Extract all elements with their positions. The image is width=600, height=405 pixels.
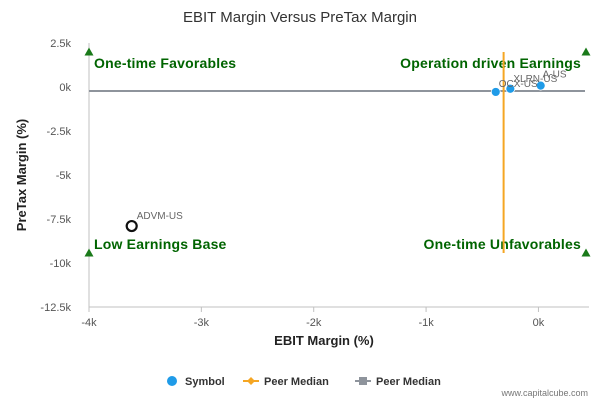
y-axis-title: PreTax Margin (%) (14, 119, 29, 231)
y-tick-label: -7.5k (47, 214, 72, 226)
data-point-ocx-us (490, 87, 501, 97)
y-tick-label: -12.5k (40, 302, 71, 314)
quadrant-label-bottom-right: One-time Unfavorables (424, 236, 581, 252)
legend-marker-peer-median-y (359, 377, 367, 385)
data-label-xlrn-us: XLRN-US (513, 74, 557, 85)
legend-label-2: Peer Median (376, 376, 441, 388)
quadrant-label-top-right: Operation driven Earnings (400, 55, 581, 71)
quadrant-marker-top-right (581, 47, 591, 56)
legend-label-0: Symbol (185, 376, 225, 388)
data-point-xlrn-us (505, 83, 516, 94)
x-tick-label: -1k (418, 317, 434, 329)
legend-marker-symbol (167, 376, 177, 386)
quadrant-marker-bottom-left (84, 248, 94, 257)
legend-marker-peer-median-x (247, 377, 255, 385)
data-point-a-us (535, 80, 546, 91)
data-label-ocx-us: OCX-US (499, 79, 538, 90)
chart-title: EBIT Margin Versus PreTax Margin (183, 9, 417, 26)
legend-label-1: Peer Median (264, 376, 329, 388)
y-tick-label: 2.5k (50, 38, 71, 50)
x-tick-label: -3k (194, 317, 210, 329)
y-tick-label: -5k (56, 170, 72, 182)
axes: -4k -3k -2k -1k 0k 2.5k 0k -2.5k -5k -7.5k -10k -12… (14, 38, 589, 348)
data-label-a-us: A-US (543, 70, 567, 81)
x-axis-title: EBIT Margin (%) (274, 333, 374, 348)
plot-area: One-time Favorables Operation driven Earn… (84, 47, 591, 257)
legend: Symbol Peer Median Peer Median (167, 376, 441, 388)
quadrant-marker-top-left (84, 47, 94, 56)
y-tick-label: -2.5k (47, 126, 72, 138)
quadrant-label-bottom-left: Low Earnings Base (94, 236, 227, 252)
y-tick-label: -10k (50, 258, 72, 270)
quadrant-marker-bottom-right (581, 248, 591, 257)
data-point-advm-us (125, 219, 138, 233)
x-tick-label: -4k (81, 317, 97, 329)
credit-text: www.capitalcube.com (500, 388, 588, 398)
x-tick-label: 0k (533, 317, 545, 329)
data-label-advm-us: ADVM-US (137, 211, 183, 222)
quadrant-label-top-left: One-time Favorables (94, 55, 236, 71)
y-tick-label: 0k (59, 82, 71, 94)
x-tick-label: -2k (306, 317, 322, 329)
